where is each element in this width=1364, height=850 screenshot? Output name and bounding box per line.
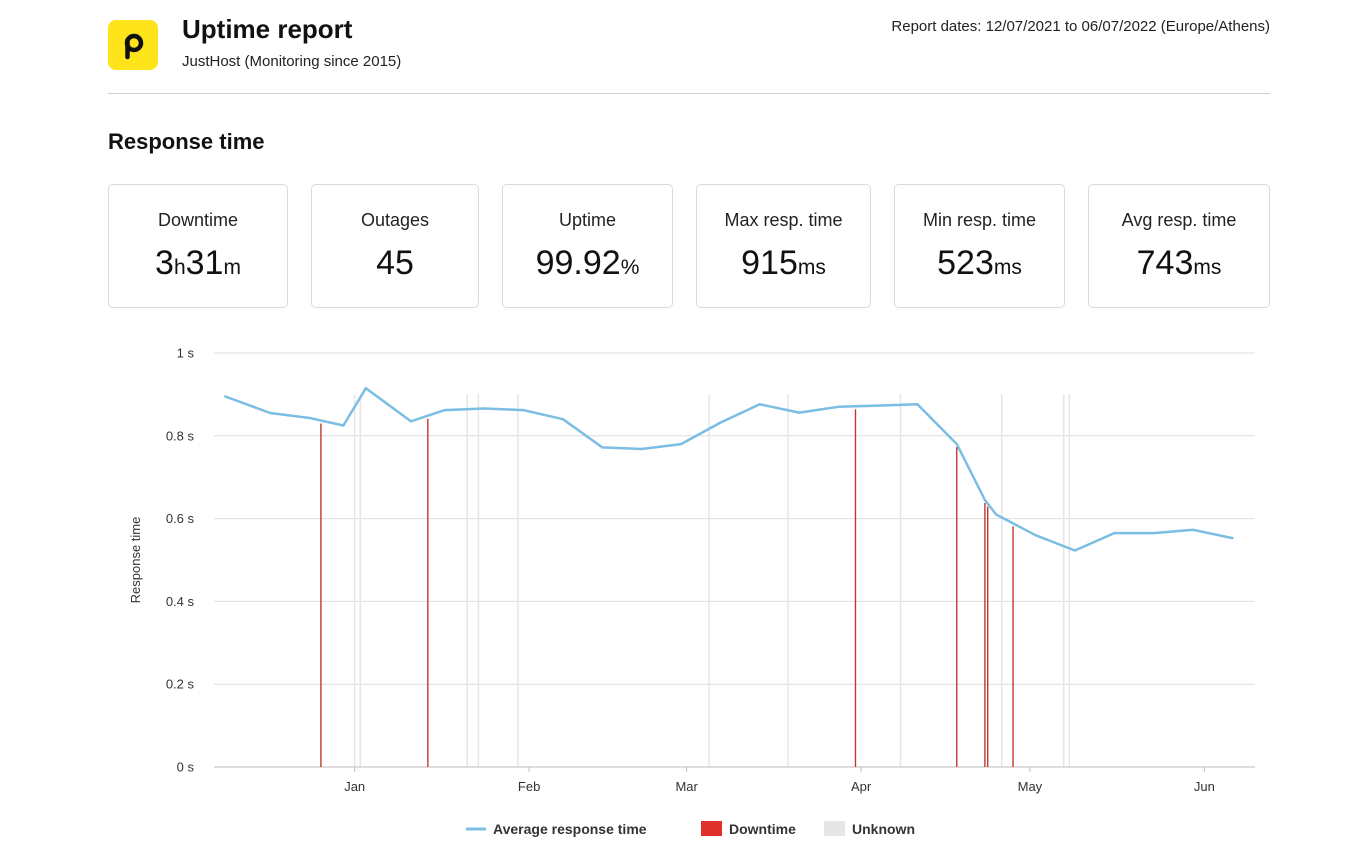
data-point [443,408,446,412]
legend-label-downtime: Downtime [729,821,796,837]
stat-label: Min resp. time [922,210,1037,230]
stat-card-avg-resp-time: Avg resp. time 743ms [1088,184,1270,308]
data-point [561,418,565,421]
stat-unit: ms [1193,256,1222,279]
legend: Average response time Downtime Unknown [466,821,915,837]
stat-label: Downtime [157,210,239,230]
stat-number: 743 [1136,244,1194,282]
data-point [983,498,987,502]
data-point [876,404,880,407]
stat-unit: ms [993,256,1022,279]
stat-unit: ms [797,256,826,279]
stat-value: 743ms [1089,244,1269,283]
x-tick-label: Mar [675,779,698,794]
y-axis-title: Response time [128,517,143,604]
data-point [1073,549,1077,552]
stat-card-downtime: Downtime 3h31m [108,184,288,308]
stat-card-uptime: Uptime 99.92% [502,184,673,308]
stat-card-outages: Outages 45 [311,184,479,308]
data-point [994,513,998,516]
legend-label-unknown: Unknown [852,821,915,837]
x-tick-label: Jun [1194,779,1215,794]
stat-number: 45 [376,244,414,282]
legend-unknown-swatch [824,821,845,836]
page-subtitle: JustHost (Monitoring since 2015) [182,53,402,70]
stat-value: 523ms [895,244,1064,283]
data-point [679,442,683,446]
data-point [955,442,958,446]
stat-label: Outages [360,210,430,230]
data-point [640,447,643,451]
stat-value: 915ms [697,244,870,283]
y-tick-label: 0.8 s [166,428,195,443]
y-tick-label: 0.2 s [166,677,195,692]
data-point [1152,531,1155,535]
y-tick-label: 1 s [177,346,195,361]
y-tick-label: 0.6 s [166,511,195,526]
report-dates: Report dates: 12/07/2021 to 06/07/2022 (… [891,18,1270,35]
stat-label: Uptime [558,210,616,230]
data-point [916,403,919,406]
series-lines [224,386,1234,767]
app-logo [108,20,158,70]
y-tick-label: 0.4 s [166,594,195,609]
header-divider [108,93,1270,94]
stat-unit: h [173,256,186,279]
stat-label: Max resp. time [724,210,843,230]
data-point [719,421,722,424]
section-title: Response time [108,129,265,154]
stat-number: 523 [937,244,994,282]
axes: 0 s 0.2 s 0.4 s 0.6 s 0.8 s 1 s Jan Feb Mar Apr Ma… [128,346,1255,794]
stat-card-max-resp-time: Max resp. time 915ms [696,184,871,308]
data-point [601,446,604,449]
data-point [269,411,272,415]
response-time-chart: 0 s 0.2 s 0.4 s 0.6 s 0.8 s 1 s Jan Feb Mar Apr Ma… [128,346,1255,837]
average-response-line [224,386,1233,552]
stat-unit: % [620,256,640,279]
legend-label-average: Average response time [493,821,647,837]
data-point [1113,531,1116,535]
data-point [522,408,525,412]
legend-downtime-swatch [701,821,722,836]
x-tick-label: Jan [344,779,365,794]
logo-p-icon [124,33,144,60]
status-markers [353,394,1071,767]
stat-value: 3h31m [109,244,287,283]
data-point [482,407,486,410]
data-point [224,395,227,398]
data-point [342,424,345,427]
stat-number: 31 [185,244,224,282]
stat-unit: m [223,256,241,279]
data-point [364,386,368,390]
stat-value: 45 [312,244,478,283]
stat-number: 3 [155,244,174,282]
stat-number: 99.92 [535,244,621,282]
x-tick-label: Feb [518,779,540,794]
x-tick-label: May [1018,779,1043,794]
data-point [1231,536,1234,540]
x-tick-label: Apr [851,779,872,794]
page-title: Uptime report [182,14,353,44]
y-tick-label: 0 s [177,760,195,775]
data-point [798,411,801,414]
stat-number: 915 [741,244,798,282]
data-point [758,403,762,406]
data-point [1191,528,1195,531]
data-point [1034,533,1037,537]
data-point [837,405,840,409]
stat-label: Avg resp. time [1121,210,1237,230]
data-point [409,420,413,423]
stat-card-min-resp-time: Min resp. time 523ms [894,184,1065,308]
data-point [308,416,311,420]
y-gridlines [214,352,1255,685]
stat-value: 99.92% [503,244,672,283]
